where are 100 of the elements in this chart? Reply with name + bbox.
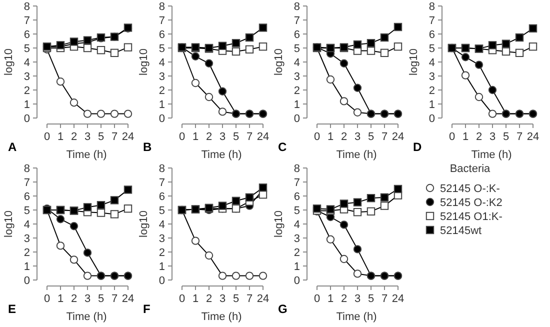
- text: G: [278, 302, 288, 316]
- y-tick-label: 8: [428, 0, 435, 13]
- y-tick-label: 5: [158, 204, 165, 217]
- x-tick-label: 2: [476, 131, 482, 143]
- legend-label: 52145 O-:K-: [440, 182, 500, 195]
- y-tick-label: 2: [158, 84, 165, 97]
- legend-label: 52145 O1:K-: [440, 210, 503, 223]
- y-tick-label: 8: [294, 0, 300, 13]
- y-tick-label: 0: [428, 112, 435, 125]
- legend-label: 52145 O-:K2: [440, 196, 502, 209]
- y-tick-label: 1: [158, 260, 165, 273]
- y-tick-label: 4: [294, 56, 300, 69]
- y-tick-label: 4: [24, 218, 30, 231]
- x-axis-title: Time (h): [66, 149, 107, 161]
- y-axis-title: log10: [273, 48, 285, 76]
- x-tick-label: 0: [448, 131, 456, 143]
- x-tick-label: 0: [178, 293, 186, 305]
- x-tick-label: 2: [70, 131, 78, 143]
- y-tick-label: 3: [158, 232, 165, 245]
- x-tick-label: 0: [314, 131, 320, 143]
- x-tick-label: 5: [98, 131, 104, 143]
- y-tick-label: 4: [428, 56, 435, 69]
- y-tick-label: 7: [428, 14, 435, 27]
- y-axis-title: log10: [273, 210, 285, 238]
- y-tick-label: 8: [158, 0, 165, 13]
- y-tick-label: 8: [294, 162, 300, 175]
- y-tick-label: 1: [294, 260, 300, 273]
- x-tick-label: 3: [219, 293, 226, 305]
- x-tick-label: 24: [256, 131, 270, 143]
- y-tick-label: 0: [24, 112, 30, 125]
- y-tick-label: 6: [158, 28, 165, 41]
- y-axis-title: log10: [138, 210, 150, 238]
- x-axis-title: Time (h): [201, 149, 242, 161]
- y-tick-label: 2: [428, 84, 435, 97]
- y-axis-title: log10: [138, 48, 150, 76]
- legend-title: Bacteria: [450, 163, 492, 175]
- x-tick-label: 2: [206, 293, 212, 305]
- y-tick-label: 2: [158, 246, 165, 259]
- y-tick-label: 3: [24, 70, 30, 83]
- x-tick-label: 24: [392, 293, 404, 305]
- text: A: [8, 140, 17, 154]
- x-tick-label: 1: [192, 293, 199, 305]
- x-axis-title: Time (h): [201, 311, 242, 323]
- x-tick-label: 3: [219, 131, 226, 143]
- y-tick-label: 7: [24, 176, 30, 189]
- x-axis-title: Time (h): [336, 149, 377, 161]
- y-tick-label: 6: [294, 28, 300, 41]
- x-tick-label: 1: [462, 131, 469, 143]
- y-axis-title: log10: [408, 48, 420, 76]
- y-tick-label: 7: [158, 14, 165, 27]
- y-tick-label: 5: [158, 42, 165, 55]
- y-tick-label: 3: [294, 232, 300, 245]
- y-tick-label: 1: [24, 98, 30, 111]
- y-tick-label: 2: [294, 246, 300, 259]
- x-tick-label: 5: [368, 131, 374, 143]
- y-tick-label: 5: [428, 42, 435, 55]
- x-tick-label: 1: [192, 131, 199, 143]
- x-tick-label: 0: [178, 131, 186, 143]
- y-tick-label: 1: [158, 98, 165, 111]
- y-tick-label: 3: [428, 70, 435, 83]
- x-tick-label: 0: [44, 131, 50, 143]
- y-tick-label: 4: [294, 218, 300, 231]
- y-tick-label: 7: [294, 176, 300, 189]
- y-tick-label: 0: [294, 112, 300, 125]
- x-tick-label: 7: [516, 131, 523, 143]
- x-tick-label: 5: [368, 293, 374, 305]
- x-tick-label: 0: [314, 293, 320, 305]
- y-tick-label: 6: [24, 190, 30, 203]
- y-tick-label: 4: [24, 56, 30, 69]
- text: C: [278, 140, 287, 154]
- x-tick-label: 2: [70, 293, 78, 305]
- y-tick-label: 3: [24, 232, 30, 245]
- x-tick-label: 1: [327, 293, 334, 305]
- y-tick-label: 6: [24, 28, 30, 41]
- x-tick-label: 1: [327, 131, 334, 143]
- y-axis-title: log10: [3, 48, 15, 76]
- y-tick-label: 5: [24, 42, 30, 55]
- x-tick-label: 3: [354, 293, 361, 305]
- y-tick-label: 7: [158, 176, 165, 189]
- y-tick-label: 7: [294, 14, 300, 27]
- y-tick-label: 1: [294, 98, 300, 111]
- x-tick-label: 24: [122, 131, 134, 143]
- x-tick-label: 5: [502, 131, 510, 143]
- x-axis-title: Time (h): [471, 149, 512, 161]
- text: D: [413, 140, 422, 154]
- y-tick-label: 5: [294, 204, 300, 217]
- x-tick-label: 7: [246, 131, 253, 143]
- y-tick-label: 6: [294, 190, 300, 203]
- x-tick-label: 24: [122, 293, 134, 305]
- x-tick-label: 2: [206, 131, 212, 143]
- y-tick-label: 1: [428, 98, 435, 111]
- x-tick-label: 3: [84, 131, 91, 143]
- y-tick-label: 1: [24, 260, 30, 273]
- y-tick-label: 8: [24, 0, 30, 13]
- x-tick-label: 2: [340, 293, 348, 305]
- x-tick-label: 7: [246, 293, 253, 305]
- y-tick-label: 0: [294, 274, 300, 287]
- y-tick-label: 4: [158, 218, 165, 231]
- y-tick-label: 6: [428, 28, 435, 41]
- x-tick-label: 1: [57, 293, 64, 305]
